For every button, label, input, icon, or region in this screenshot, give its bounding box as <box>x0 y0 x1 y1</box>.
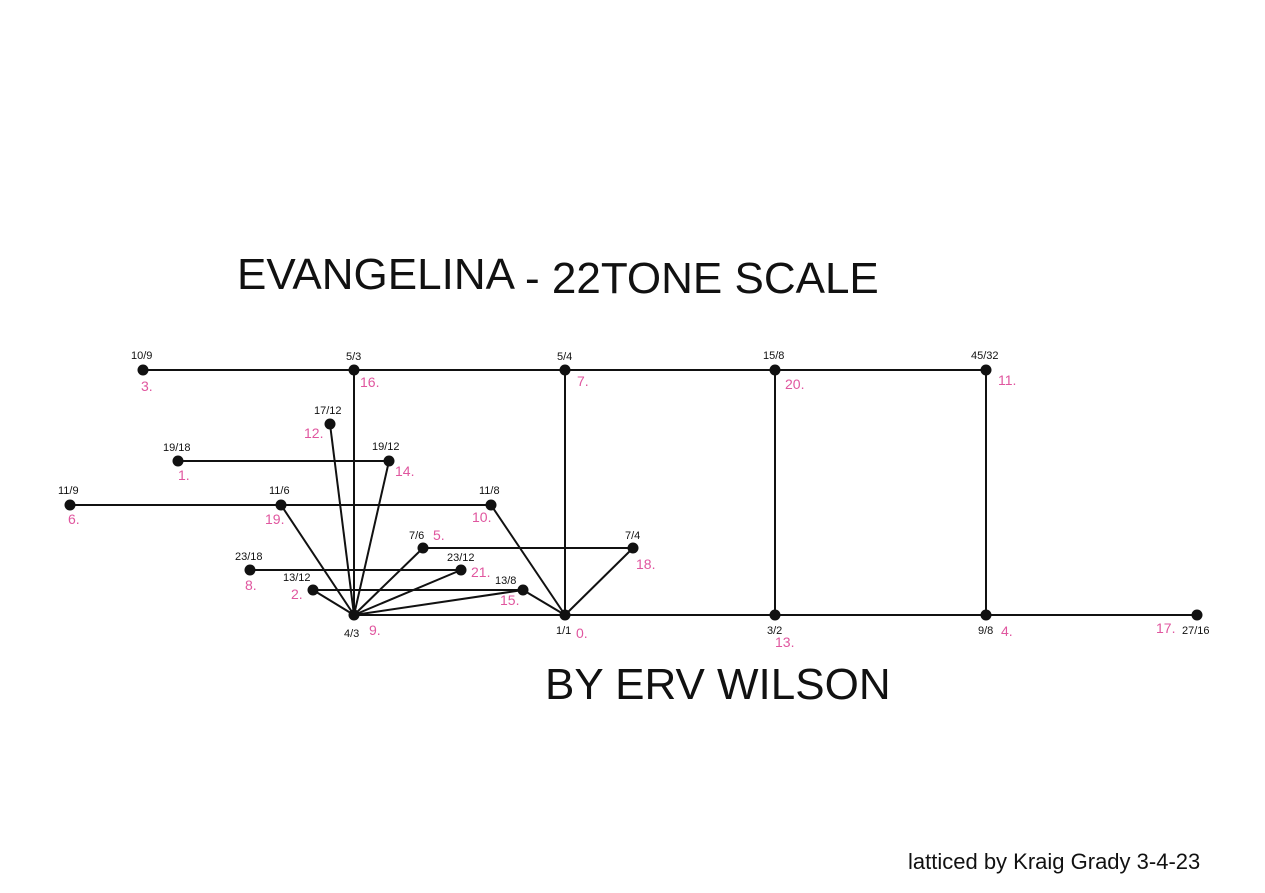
edge-1-1-to-11-8 <box>490 504 566 616</box>
node-7-4 <box>627 542 639 554</box>
step-label-15-8: 20. <box>785 376 804 392</box>
step-label-11-9: 6. <box>68 511 80 527</box>
step-label-5-4: 7. <box>577 373 589 389</box>
node-45-32 <box>980 364 992 376</box>
node-11-9 <box>64 499 76 511</box>
edge-4-3-to-19-12 <box>353 460 390 616</box>
edge-4-3-to-17-12 <box>329 423 355 616</box>
node-7-6 <box>417 542 429 554</box>
ratio-label-3-2: 3/2 <box>767 625 782 637</box>
node-23-12 <box>455 564 467 576</box>
node-15-8 <box>769 364 781 376</box>
lattice-credit: latticed by Kraig Grady 3-4-23 <box>908 849 1201 874</box>
step-label-1-1: 0. <box>576 625 588 641</box>
node-10-9 <box>137 364 149 376</box>
ratio-label-7-4: 7/4 <box>625 530 640 542</box>
step-label-7-4: 18. <box>636 556 655 572</box>
step-label-19-18: 1. <box>178 467 190 483</box>
node-23-18 <box>244 564 256 576</box>
ratio-label-1-1: 1/1 <box>556 625 571 637</box>
ratio-label-5-3: 5/3 <box>346 351 361 363</box>
edge-4-3-to-7-6 <box>353 547 424 616</box>
title-22tone-scale: - 22TONE SCALE <box>525 254 879 303</box>
step-label-13-8: 15. <box>500 592 519 608</box>
ratio-label-11-6: 11/6 <box>269 485 290 497</box>
ratio-label-45-32: 45/32 <box>971 350 999 362</box>
step-label-3-2: 13. <box>775 634 794 650</box>
step-label-23-18: 8. <box>245 577 257 593</box>
ratio-label-23-12: 23/12 <box>447 552 475 564</box>
node-11-8 <box>485 499 497 511</box>
node-19-18 <box>172 455 184 467</box>
step-label-27-16: 17. <box>1156 620 1175 636</box>
step-label-10-9: 3. <box>141 378 153 394</box>
lattice-nodes: 10/9 3. 5/3 16. 5/4 7. 15/8 20. 45/32 11. 17/12 12.… <box>58 350 1210 650</box>
step-label-4-3: 9. <box>369 622 381 638</box>
edge-1-1-to-7-4 <box>564 547 634 616</box>
node-11-6 <box>275 499 287 511</box>
ratio-label-13-12: 13/12 <box>283 572 311 584</box>
author-credit: BY ERV WILSON <box>545 660 891 709</box>
lattice-edges <box>70 369 1197 616</box>
ratio-label-23-18: 23/18 <box>235 551 263 563</box>
node-19-12 <box>383 455 395 467</box>
node-13-12 <box>307 584 319 596</box>
ratio-label-19-12: 19/12 <box>372 441 400 453</box>
node-17-12 <box>324 418 336 430</box>
step-label-11-6: 19. <box>265 511 284 527</box>
step-label-5-3: 16. <box>360 374 379 390</box>
node-1-1 <box>559 609 571 621</box>
node-4-3 <box>348 609 360 621</box>
step-label-13-12: 2. <box>291 586 303 602</box>
node-5-4 <box>559 364 571 376</box>
ratio-label-11-9: 11/9 <box>58 485 79 497</box>
step-label-45-32: 11. <box>998 372 1016 388</box>
edge-4-3-to-11-6 <box>280 504 355 616</box>
node-9-8 <box>980 609 992 621</box>
ratio-label-13-8: 13/8 <box>495 575 516 587</box>
edge-4-3-to-13-8 <box>353 589 524 616</box>
step-label-19-12: 14. <box>395 463 414 479</box>
node-13-8 <box>517 584 529 596</box>
edge-4-3-to-23-12 <box>353 569 462 616</box>
ratio-label-11-8: 11/8 <box>479 485 500 497</box>
ratio-label-10-9: 10/9 <box>131 350 152 362</box>
step-label-17-12: 12. <box>304 425 323 441</box>
ratio-label-4-3: 4/3 <box>344 628 359 640</box>
step-label-9-8: 4. <box>1001 623 1013 639</box>
node-5-3 <box>348 364 360 376</box>
step-label-23-12: 21. <box>471 564 490 580</box>
node-27-16 <box>1191 609 1203 621</box>
ratio-label-17-12: 17/12 <box>314 405 342 417</box>
step-label-7-6: 5. <box>433 527 445 543</box>
edge-1-1-to-13-8 <box>522 589 566 616</box>
ratio-label-27-16: 27/16 <box>1182 625 1210 637</box>
ratio-label-19-18: 19/18 <box>163 442 191 454</box>
edge-4-3-to-13-12 <box>312 589 355 616</box>
ratio-label-7-6: 7/6 <box>409 530 424 542</box>
title-evangelina: EVANGELINA <box>237 250 515 299</box>
ratio-label-15-8: 15/8 <box>763 350 784 362</box>
node-3-2 <box>769 609 781 621</box>
step-label-11-8: 10. <box>472 509 491 525</box>
ratio-label-9-8: 9/8 <box>978 625 993 637</box>
ratio-label-5-4: 5/4 <box>557 351 572 363</box>
